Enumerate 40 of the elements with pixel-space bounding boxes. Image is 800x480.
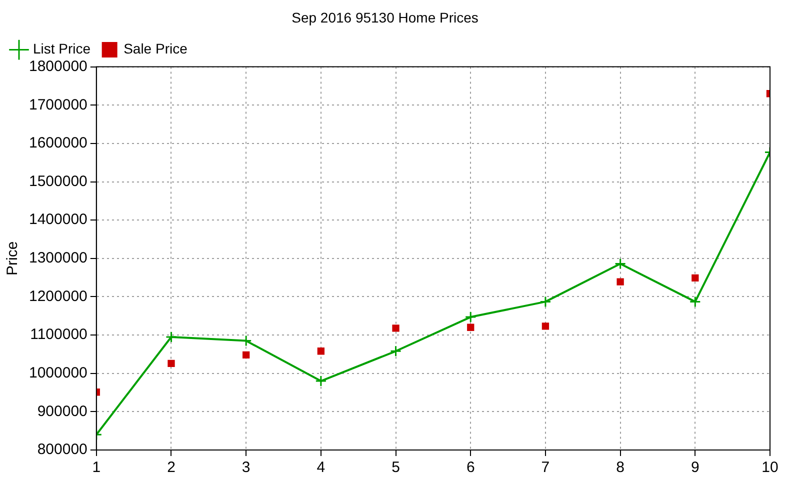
y-tick-label: 1100000 bbox=[30, 326, 88, 344]
legend-label: Sale Price bbox=[124, 40, 188, 57]
point bbox=[616, 278, 624, 286]
y-tick-label: 1000000 bbox=[28, 364, 88, 382]
point bbox=[242, 351, 250, 359]
y-tick-label: 1300000 bbox=[28, 250, 88, 267]
chart-title: Sep 2016 95130 Home Prices bbox=[292, 9, 478, 26]
y-tick-label: 1500000 bbox=[28, 172, 88, 190]
point bbox=[540, 296, 552, 308]
x-tick-label: 8 bbox=[616, 459, 624, 476]
point bbox=[692, 274, 699, 282]
point bbox=[168, 360, 175, 367]
legend-label: List Price bbox=[33, 40, 91, 57]
x-tick-label: 10 bbox=[762, 459, 778, 476]
y-tick-label: 1800000 bbox=[28, 58, 88, 75]
point bbox=[165, 331, 177, 343]
y-tick-label: 1700000 bbox=[28, 96, 88, 114]
point bbox=[315, 375, 327, 387]
point bbox=[464, 311, 476, 323]
point bbox=[689, 296, 701, 308]
x-tick-label: 4 bbox=[316, 459, 326, 476]
point bbox=[317, 348, 325, 355]
x-tick-label: 7 bbox=[541, 459, 550, 476]
point bbox=[392, 324, 400, 332]
y-tick-label: 1600000 bbox=[28, 134, 88, 152]
y-tick-label: 800000 bbox=[37, 441, 88, 458]
x-tick-label: 9 bbox=[690, 459, 700, 476]
point bbox=[390, 345, 402, 357]
x-tick-label: 3 bbox=[242, 459, 250, 476]
y-axis-title: Price bbox=[4, 241, 22, 276]
x-tick-label: 1 bbox=[92, 459, 101, 476]
y-tick-label: 900000 bbox=[37, 402, 88, 420]
x-tick-label: 5 bbox=[392, 459, 400, 476]
y-tick-label: 1400000 bbox=[28, 211, 88, 228]
x-tick-label: 6 bbox=[466, 459, 475, 476]
x-tick-label: 2 bbox=[167, 459, 176, 476]
point bbox=[614, 258, 626, 270]
y-tick-label: 1200000 bbox=[28, 288, 88, 305]
point bbox=[467, 324, 474, 331]
point bbox=[542, 322, 550, 330]
